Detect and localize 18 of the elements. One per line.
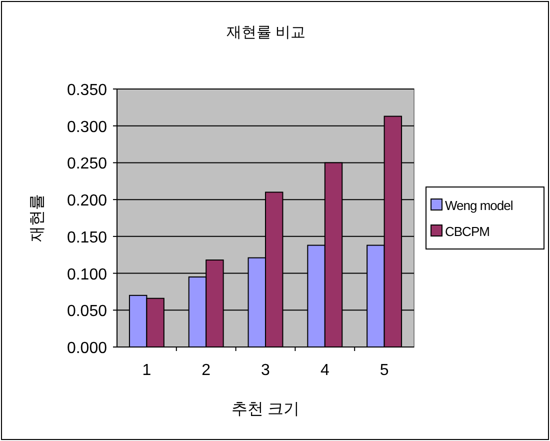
y-tick-label: 0.350 [66,82,108,99]
y-tick-label: 0.100 [66,266,108,284]
y-tick-label: 0.300 [66,118,108,136]
y-axis-title: 재현률 [29,194,46,242]
legend-label: Weng model [445,198,514,213]
x-axis-title: 추천 크기 [231,401,300,418]
y-tick-label: 0.150 [66,229,108,246]
x-tick-label: 1 [142,362,152,379]
legend-label: CBCPM [445,224,490,239]
y-tick-label: 0.000 [66,340,108,357]
x-tick-label: 5 [380,362,389,379]
chart-title: 재현률 비교 [226,24,306,41]
x-tick-label: 2 [202,362,211,379]
y-tick-label: 0.250 [66,156,108,173]
x-tick-label: 3 [261,362,270,379]
y-tick-label: 0.050 [66,303,108,320]
y-tick-label: 0.200 [66,192,108,210]
x-tick-label: 4 [320,362,330,379]
